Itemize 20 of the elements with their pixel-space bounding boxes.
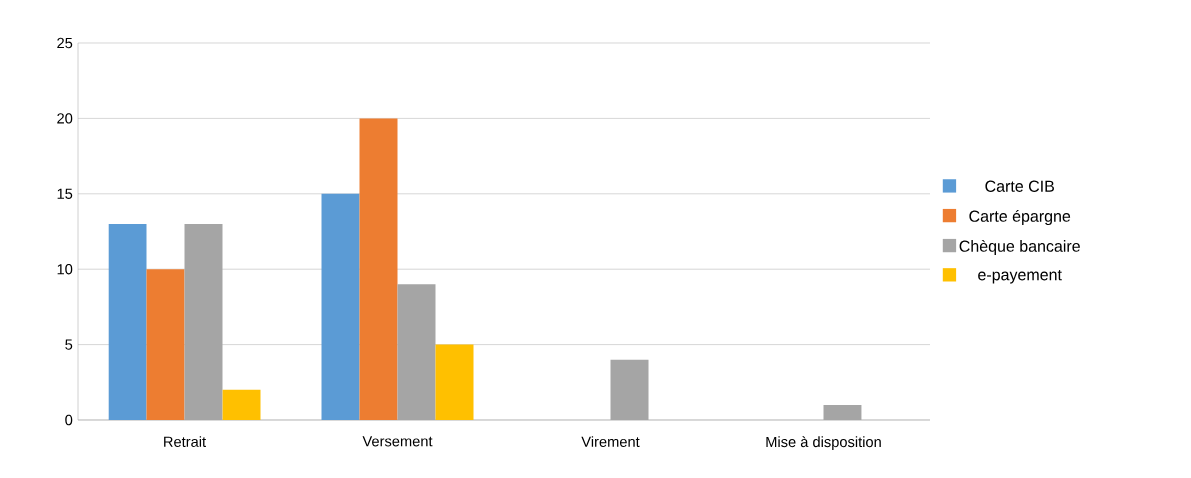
legend-label: Carte épargne [969, 209, 1071, 226]
y-tick-label: 25 [57, 37, 73, 49]
y-tick-label: 10 [57, 264, 73, 275]
x-tick-label: Retrait [164, 436, 206, 447]
y-tick-label: 0 [65, 414, 73, 426]
x-tick-label: Virement [581, 436, 640, 447]
x-tick-label: Mise à disposition [766, 436, 881, 451]
x-tick-label: Versement [362, 436, 433, 447]
bar [146, 269, 185, 420]
bar [359, 118, 398, 420]
bar [321, 193, 360, 420]
bar [108, 223, 147, 420]
legend-label: e-payement [978, 269, 1062, 284]
y-tick-label: 5 [65, 339, 73, 350]
legend-label: Carte CIB [985, 180, 1054, 192]
legend-label: Chèque bancaire [959, 239, 1080, 256]
y-tick-label: 20 [57, 113, 73, 124]
bar [222, 389, 261, 420]
bar [435, 344, 474, 420]
y-tick-label: 15 [57, 188, 73, 199]
